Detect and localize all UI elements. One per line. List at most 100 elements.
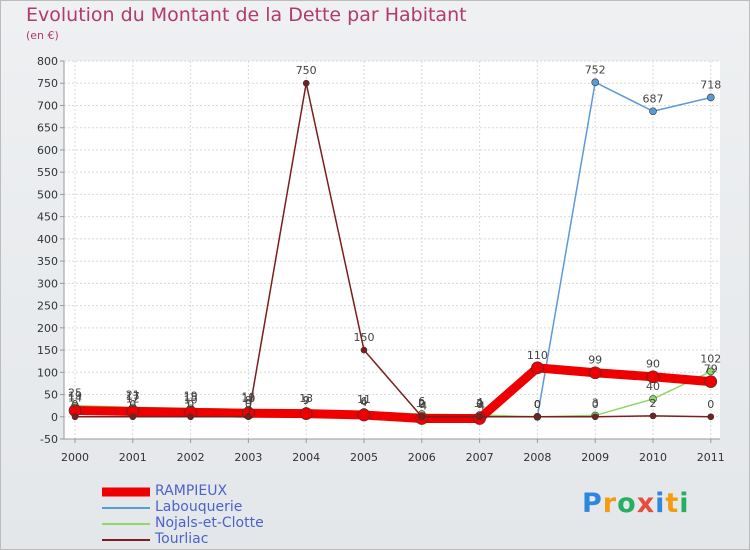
data-label-labouquerie: 19 [68, 389, 82, 402]
axis-layer: -500501001502002503003504004505005506006… [37, 55, 725, 464]
series-line-tourliac [74, 82, 712, 418]
y-tick-label: 200 [37, 322, 58, 335]
data-label-labouquerie: 752 [585, 63, 606, 76]
data-label-nojals-et-clotte: 4 [476, 396, 483, 409]
data-label-rampieux: 4 [361, 396, 368, 409]
y-tick-label: 100 [37, 366, 58, 379]
legend-label-tourliac: Tourliac [155, 531, 209, 547]
data-point-tourliac [360, 346, 368, 354]
data-label-rampieux: -4 [416, 400, 427, 413]
data-label-tourliac: 0 [534, 398, 541, 411]
data-label-tourliac: 0 [476, 398, 483, 411]
logo-letter: r [602, 488, 618, 519]
y-tick-label: 400 [37, 233, 58, 246]
data-point-nojals-et-clotte [706, 367, 715, 376]
data-label-labouquerie: 687 [643, 92, 664, 105]
data-point-labouquerie [649, 107, 657, 116]
data-label-labouquerie: 9 [303, 394, 310, 407]
data-label-labouquerie: 6 [361, 395, 368, 408]
series-layer [68, 78, 718, 425]
y-tick-label: 250 [37, 300, 58, 313]
data-point-rampieux [704, 375, 718, 388]
data-label-tourliac: 0 [245, 398, 252, 411]
data-label-nojals-et-clotte: 11 [357, 393, 371, 406]
x-tick-label: 2007 [466, 451, 494, 464]
data-label-rampieux: 14 [68, 392, 82, 405]
x-tick-label: 2006 [408, 451, 436, 464]
data-label-labouquerie: 0 [534, 398, 541, 411]
x-tick-label: 2001 [119, 451, 147, 464]
legend-label-labouquerie: Labouquerie [155, 499, 243, 515]
series-line-rampieux [70, 363, 716, 424]
data-point-rampieux [588, 366, 602, 380]
x-tick-label: 2011 [697, 451, 725, 464]
logo-letter: i [679, 488, 690, 519]
data-point-rampieux [646, 370, 660, 384]
y-tick-label: -50 [40, 433, 58, 446]
data-point-labouquerie [591, 78, 600, 87]
data-point-tourliac [129, 413, 137, 421]
data-label-nojals-et-clotte: 40 [646, 380, 660, 393]
data-point-nojals-et-clotte [649, 395, 657, 403]
data-label-labouquerie: 17 [126, 390, 140, 403]
chart-unit-label: (en €) [26, 29, 59, 42]
legend-item-tourliac: Tourliac [100, 531, 340, 548]
data-label-rampieux: 90 [646, 358, 660, 371]
data-point-tourliac [71, 413, 79, 421]
data-label-nojals-et-clotte: 6 [418, 395, 425, 408]
y-tick-label: 50 [44, 389, 58, 402]
legend-label-nojals-et-clotte: Nojals-et-Clotte [155, 515, 264, 531]
data-label-tourliac: 0 [72, 398, 79, 411]
data-label-tourliac: 150 [354, 331, 375, 344]
x-tick-label: 2003 [234, 451, 262, 464]
logo-letter: t [665, 488, 680, 519]
data-label-nojals-et-clotte: 13 [299, 392, 313, 405]
proxiti-logo: Proxiti [582, 488, 690, 519]
legend-swatch-nojals-et-clotte [102, 523, 150, 525]
y-tick-label: 150 [37, 344, 58, 357]
y-tick-label: 600 [37, 144, 58, 157]
data-label-labouquerie: 718 [700, 78, 721, 91]
legend-swatch-labouquerie [102, 507, 150, 509]
y-tick-label: 300 [37, 277, 58, 290]
x-tick-label: 2004 [292, 451, 320, 464]
data-label-rampieux: 12 [126, 392, 140, 405]
logo-letter: o [617, 488, 637, 519]
logo-letter: P [582, 488, 603, 519]
data-label-rampieux: 8 [245, 394, 252, 407]
data-label-nojals-et-clotte: 102 [700, 352, 721, 365]
data-label-nojals-et-clotte: 16 [241, 391, 255, 404]
data-label-rampieux: 7 [303, 395, 310, 408]
data-label-tourliac: 750 [296, 64, 317, 77]
data-point-rampieux [357, 408, 371, 422]
y-tick-label: 650 [37, 122, 58, 135]
y-tick-label: 350 [37, 255, 58, 268]
data-point-tourliac [707, 413, 715, 421]
legend-label-rampieux: RAMPIEUX [155, 483, 228, 499]
chart-title: Evolution du Montant de la Dette par Hab… [26, 4, 467, 26]
data-label-tourliac: 0 [592, 398, 599, 411]
data-label-nojals-et-clotte: 25 [68, 387, 82, 400]
data-point-tourliac [476, 413, 483, 421]
data-label-tourliac: 0 [187, 398, 194, 411]
data-point-tourliac [418, 413, 426, 421]
data-label-nojals-et-clotte: 21 [126, 388, 140, 401]
logo-letter: x [636, 488, 656, 519]
data-point-tourliac [591, 413, 599, 421]
y-tick-label: 750 [37, 77, 58, 90]
data-point-tourliac [534, 413, 541, 421]
data-point-tourliac [187, 413, 194, 421]
legend-swatch-tourliac [102, 539, 150, 541]
data-point-labouquerie [706, 93, 715, 102]
legend-swatch-rampieux [102, 487, 150, 497]
y-tick-label: 0 [51, 411, 58, 424]
data-point-rampieux [531, 361, 544, 375]
logo-letter: i [655, 488, 666, 519]
data-label-labouquerie: 13 [241, 392, 255, 405]
data-label-rampieux: 99 [588, 354, 602, 367]
x-tick-label: 2010 [639, 451, 667, 464]
y-tick-label: 700 [37, 99, 58, 112]
legend-item-rampieux: RAMPIEUX [100, 483, 340, 500]
